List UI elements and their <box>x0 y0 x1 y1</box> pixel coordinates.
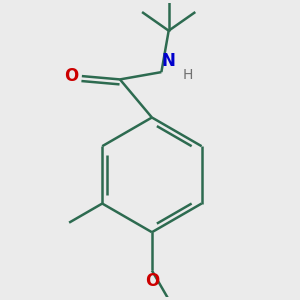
Text: O: O <box>145 272 159 290</box>
Text: H: H <box>182 68 193 82</box>
Text: N: N <box>161 52 175 70</box>
Text: O: O <box>64 67 78 85</box>
